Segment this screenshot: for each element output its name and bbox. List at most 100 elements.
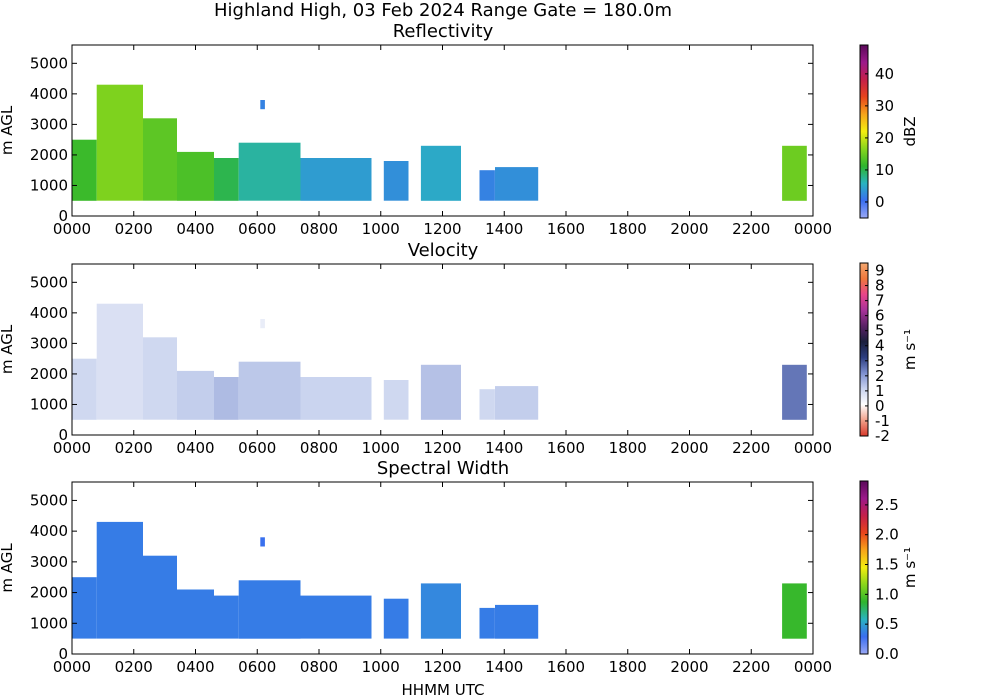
echo-segment <box>72 358 97 420</box>
echo-segment <box>383 380 409 420</box>
echo-segment <box>143 337 177 420</box>
colorbar <box>859 44 869 219</box>
x-tick-label: 0400 <box>176 439 214 457</box>
x-tick-label: 0200 <box>115 658 153 676</box>
colorbar-tick-label: 2.0 <box>875 526 899 544</box>
echo-segment <box>214 377 239 420</box>
panels: 0000 0200 0400 0600 0800 1000 1200 1400 1600 1800… <box>0 44 919 676</box>
colorbar-tick-label: 4 <box>875 337 885 355</box>
echo-segment <box>177 589 214 639</box>
panel-spectral-width: 0000 0200 0400 0600 0800 1000 1200 1400 1600 1800… <box>0 480 919 676</box>
x-tick-label: 0000 <box>794 439 832 457</box>
x-tick-label: 0000 <box>794 220 832 238</box>
echo-segment <box>96 84 143 201</box>
x-tick-label: 1400 <box>485 658 523 676</box>
x-tick-label: 1400 <box>485 220 523 238</box>
colorbar-tick-label: 1.0 <box>875 585 899 603</box>
panel-velocity: 0000 0200 0400 0600 0800 1000 1200 1400 1600 1800… <box>0 262 919 457</box>
x-tick-label: 0800 <box>300 220 338 238</box>
x-tick-label: 1000 <box>362 220 400 238</box>
echo-segment <box>420 364 461 420</box>
colorbar-tick-label: 9 <box>875 262 885 280</box>
x-tick-label: 0800 <box>300 439 338 457</box>
x-tick-label: 2200 <box>732 220 770 238</box>
panel-title-spectral-width: Spectral Width <box>377 458 509 479</box>
echo-segment <box>782 145 807 201</box>
echo-patch <box>260 100 265 110</box>
colorbar-tick-label: 8 <box>875 277 885 295</box>
colorbar-tick-label: 30 <box>875 97 894 115</box>
echo-segment <box>782 583 807 639</box>
panel-title-reflectivity: Reflectivity <box>393 21 494 42</box>
echo-segment <box>214 158 239 201</box>
colorbar-tick-label: 2.5 <box>875 496 899 514</box>
y-tick-label: 1000 <box>30 176 68 194</box>
echo-segment <box>420 583 461 639</box>
echo-segment <box>96 521 143 639</box>
colorbar-tick-label: 5 <box>875 322 885 340</box>
y-tick-label: 3000 <box>30 553 68 571</box>
echo-segment <box>479 607 495 639</box>
y-tick-label: 4000 <box>30 522 68 540</box>
echo-segment <box>300 158 372 201</box>
echo-segment <box>143 118 177 201</box>
colorbar-tick-label: 20 <box>875 129 894 147</box>
echo-segment <box>420 145 461 201</box>
colorbar-tick-label: 40 <box>875 65 894 83</box>
echo-patch <box>260 319 265 329</box>
x-tick-label: 0600 <box>238 658 276 676</box>
colorbar-tick-label: 2 <box>875 367 885 385</box>
y-tick-label: 3000 <box>30 115 68 133</box>
colorbar-tick-label: 6 <box>875 307 885 325</box>
x-tick-label: 1600 <box>547 439 585 457</box>
x-tick-label: 2000 <box>670 658 708 676</box>
y-tick-label: 0 <box>58 207 68 225</box>
colorbar-tick-label: -2 <box>875 427 890 445</box>
echo-segment <box>143 555 177 639</box>
x-axis-label: HHMM UTC <box>402 681 485 699</box>
colorbar-label: dBZ <box>901 116 919 146</box>
echo-segment <box>495 167 539 201</box>
echo-segment <box>238 361 301 420</box>
echo-segment <box>72 577 97 639</box>
colorbar-label: m s⁻¹ <box>901 547 919 588</box>
x-tick-label: 1200 <box>423 439 461 457</box>
echo-segment <box>238 142 301 201</box>
y-axis-label: m AGL <box>0 543 16 593</box>
y-axis-label: m AGL <box>0 324 16 374</box>
x-tick-label: 0800 <box>300 658 338 676</box>
x-tick-label: 1000 <box>362 658 400 676</box>
y-axis-label: m AGL <box>0 105 16 155</box>
echo-segment <box>214 595 239 639</box>
y-tick-label: 0 <box>58 645 68 663</box>
echo-segment <box>383 598 409 639</box>
x-tick-label: 0000 <box>53 658 91 676</box>
y-tick-label: 2000 <box>30 365 68 383</box>
x-tick-label: 1400 <box>485 439 523 457</box>
x-tick-label: 0400 <box>176 220 214 238</box>
y-tick-label: 2000 <box>30 584 68 602</box>
panel-reflectivity: 0000 0200 0400 0600 0800 1000 1200 1400 1600 1800… <box>0 44 919 238</box>
y-tick-label: 4000 <box>30 304 68 322</box>
x-tick-label: 0000 <box>53 439 91 457</box>
echo-segment <box>782 364 807 420</box>
colorbar-tick-label: -1 <box>875 412 890 430</box>
x-tick-label: 1800 <box>609 220 647 238</box>
y-tick-label: 2000 <box>30 146 68 164</box>
colorbar <box>859 480 869 655</box>
echo-patch <box>260 537 265 547</box>
colorbar-tick-label: 0 <box>875 397 885 415</box>
x-tick-label: 1600 <box>547 658 585 676</box>
figure-title: Highland High, 03 Feb 2024 Range Gate = … <box>214 0 672 21</box>
colorbar-tick-label: 1.5 <box>875 556 899 574</box>
echo-segment <box>177 370 214 420</box>
y-tick-label: 1000 <box>30 395 68 413</box>
x-tick-label: 2000 <box>670 220 708 238</box>
echo-segment <box>479 170 495 201</box>
x-tick-label: 0200 <box>115 439 153 457</box>
panel-title-velocity: Velocity <box>408 240 479 261</box>
x-tick-label: 1200 <box>423 220 461 238</box>
x-tick-label: 2200 <box>732 439 770 457</box>
colorbar-tick-label: 7 <box>875 292 885 310</box>
